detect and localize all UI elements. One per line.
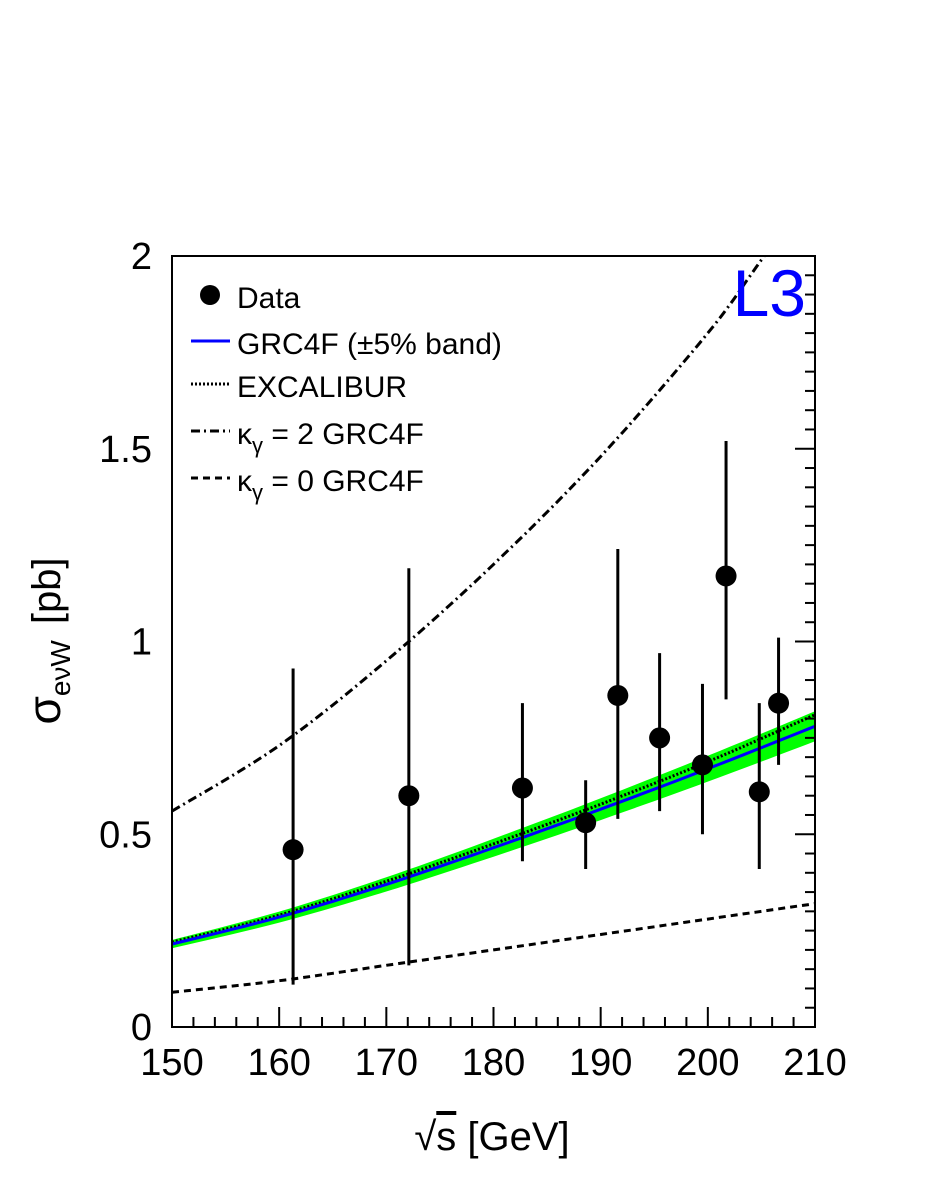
data-marker [607, 684, 629, 706]
x-tick-labels: 150 160 170 180 190 200 210 [140, 1042, 846, 1084]
y-tick-label: 1.5 [99, 429, 152, 471]
x-tick-label: 150 [140, 1042, 203, 1084]
x-tick-label: 160 [247, 1042, 310, 1084]
legend: Data GRC4F (±5% band) EXCALIBUR κγ = 2 GRC4… [191, 282, 502, 505]
x-tick-label: 210 [783, 1042, 846, 1084]
grc4f-uncertainty-band [172, 711, 815, 949]
y-tick-label: 1 [131, 622, 152, 664]
l3-logo: L3 [733, 256, 806, 330]
data-marker [398, 785, 420, 807]
sqrt-symbol: √ [414, 1115, 436, 1159]
legend-entry-grc4f: GRC4F (±5% band) [191, 328, 502, 361]
series-line-dashdot [172, 256, 767, 813]
x-tick-label: 200 [676, 1042, 739, 1084]
data-point [575, 780, 597, 869]
data-points-layer [282, 441, 790, 985]
y-axis-sigma: σ [18, 696, 70, 724]
data-marker [575, 812, 597, 834]
x-tick-label: 190 [569, 1042, 632, 1084]
data-point [607, 548, 629, 819]
legend-entry-kg0: κγ = 0 GRC4F [191, 465, 424, 505]
data-point [511, 703, 533, 862]
data-point [748, 703, 770, 869]
data-point [282, 668, 304, 985]
x-axis-unit: [GeV] [456, 1115, 569, 1159]
data-marker [715, 565, 737, 587]
legend-label: Data [237, 282, 301, 315]
y-axis-unit: [pb] [25, 557, 69, 624]
data-marker [748, 781, 770, 803]
data-point [691, 683, 713, 835]
data-point [768, 637, 790, 765]
y-tick-label: 0 [131, 1007, 152, 1049]
legend-entry-data: Data [200, 282, 301, 315]
legend-entry-kg2: κγ = 2 GRC4F [191, 418, 424, 458]
legend-label: κγ = 2 GRC4F [237, 418, 424, 458]
y-axis-label: σeνW [pb] [18, 557, 76, 724]
x-axis-var: s [436, 1115, 456, 1159]
data-marker [691, 754, 713, 776]
legend-label: κγ = 0 GRC4F [237, 465, 424, 505]
legend-label: GRC4F (±5% band) [237, 328, 502, 361]
x-tick-label: 170 [355, 1042, 418, 1084]
y-tick-labels: 0 0.5 1 1.5 2 [99, 236, 152, 1049]
x-tick-label: 180 [462, 1042, 525, 1084]
series-line-dashed [172, 902, 815, 994]
data-point [715, 441, 737, 700]
legend-entry-excalibur: EXCALIBUR [191, 371, 407, 404]
series-line-dotted [172, 713, 815, 944]
x-axis-label: √s [GeV] [414, 1115, 569, 1159]
legend-label: EXCALIBUR [237, 371, 407, 404]
legend-marker [200, 285, 220, 305]
y-tick-label: 0.5 [99, 814, 152, 856]
data-marker [649, 727, 671, 749]
grc4f-band-layer [172, 711, 815, 949]
data-marker [282, 839, 304, 861]
axis-ticks [171, 255, 816, 1028]
data-point [398, 568, 420, 966]
data-marker [768, 692, 790, 714]
data-marker [511, 777, 533, 799]
y-axis-subscript: eνW [45, 640, 76, 697]
data-point [649, 653, 671, 812]
y-tick-label: 2 [131, 236, 152, 278]
